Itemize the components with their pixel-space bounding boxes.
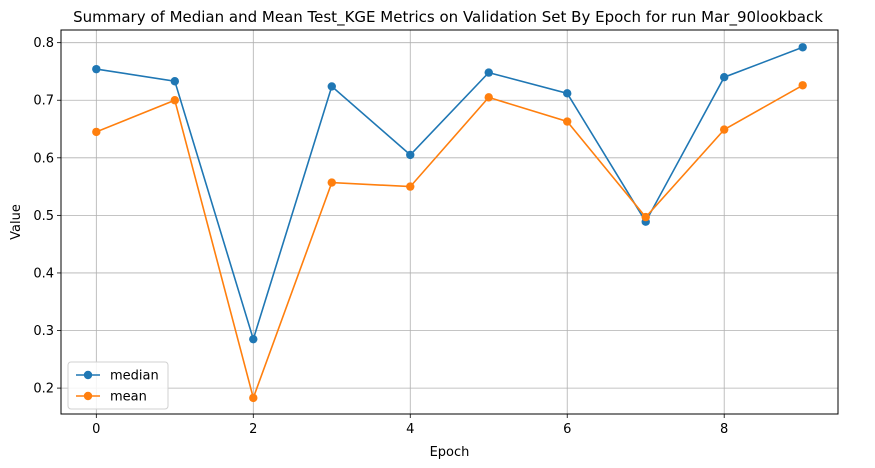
data-point-mean <box>406 182 415 191</box>
y-tick-label: 0.4 <box>33 266 54 281</box>
data-point-mean <box>641 212 650 222</box>
data-point-median <box>92 64 101 74</box>
data-point-median <box>563 89 572 98</box>
x-tick-label: 6 <box>563 422 571 437</box>
data-point-median <box>719 73 729 82</box>
data-point-median <box>484 68 493 77</box>
y-tick-label: 0.8 <box>33 36 54 51</box>
x-axis-title: Epoch <box>430 445 470 460</box>
data-point-mean <box>563 117 572 126</box>
data-point-mean <box>327 178 336 187</box>
legend-box <box>67 361 169 410</box>
data-point-mean <box>170 96 180 105</box>
series-line-median <box>96 46 803 342</box>
data-point-median <box>249 334 258 344</box>
chart-title: Summary of Median and Mean Test_KGE Metr… <box>73 8 823 27</box>
x-tick-label: 0 <box>92 422 100 437</box>
data-point-mean <box>92 127 101 137</box>
y-tick-label: 0.7 <box>33 94 54 109</box>
series-line-mean <box>96 84 804 401</box>
legend-marker-median <box>83 370 93 380</box>
legend-marker-mean <box>83 391 93 401</box>
legend-label-median: median <box>110 369 159 384</box>
legend-label-mean: mean <box>110 390 147 405</box>
data-point-median <box>798 43 807 52</box>
x-tick-label: 8 <box>720 422 728 437</box>
data-point-mean <box>249 393 258 403</box>
x-tick-label: 2 <box>249 422 257 437</box>
plot-frame <box>60 29 839 415</box>
data-point-mean <box>719 125 729 134</box>
data-point-mean <box>484 93 493 102</box>
grid <box>61 30 838 414</box>
y-tick-label: 0.6 <box>33 151 54 166</box>
x-tick-label: 4 <box>406 422 414 437</box>
ticks: 0 2 4 6 8 0.2 0.3 0.4 0.5 0.6 0.7 0.8 <box>33 36 728 437</box>
y-axis-title: Value <box>9 204 24 240</box>
data-point-median <box>406 150 415 160</box>
data-point-median <box>327 82 336 91</box>
y-tick-label: 0.2 <box>33 382 54 397</box>
data-point-median <box>170 77 180 86</box>
series-layer <box>92 43 807 403</box>
data-point-mean <box>798 81 807 90</box>
y-tick-label: 0.3 <box>33 324 54 339</box>
y-tick-label: 0.5 <box>33 209 54 224</box>
legend: median mean <box>67 361 169 410</box>
